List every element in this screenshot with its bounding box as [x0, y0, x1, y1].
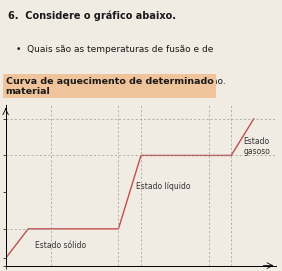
Text: Curva de aquecimento de determinado
material: Curva de aquecimento de determinado mate… [6, 77, 213, 96]
Text: 6.  Considere o gráfico abaixo.: 6. Considere o gráfico abaixo. [8, 10, 176, 21]
Text: Estado sólido: Estado sólido [35, 241, 86, 250]
Text: •  Quais são as temperaturas de fusão e de: • Quais são as temperaturas de fusão e d… [16, 46, 214, 54]
Text: Estado líquido: Estado líquido [136, 182, 191, 191]
Text: Estado
gasoso: Estado gasoso [244, 137, 270, 156]
Text: ebulição do material? Explique sua conclusão.: ebulição do material? Explique sua concl… [16, 78, 226, 86]
